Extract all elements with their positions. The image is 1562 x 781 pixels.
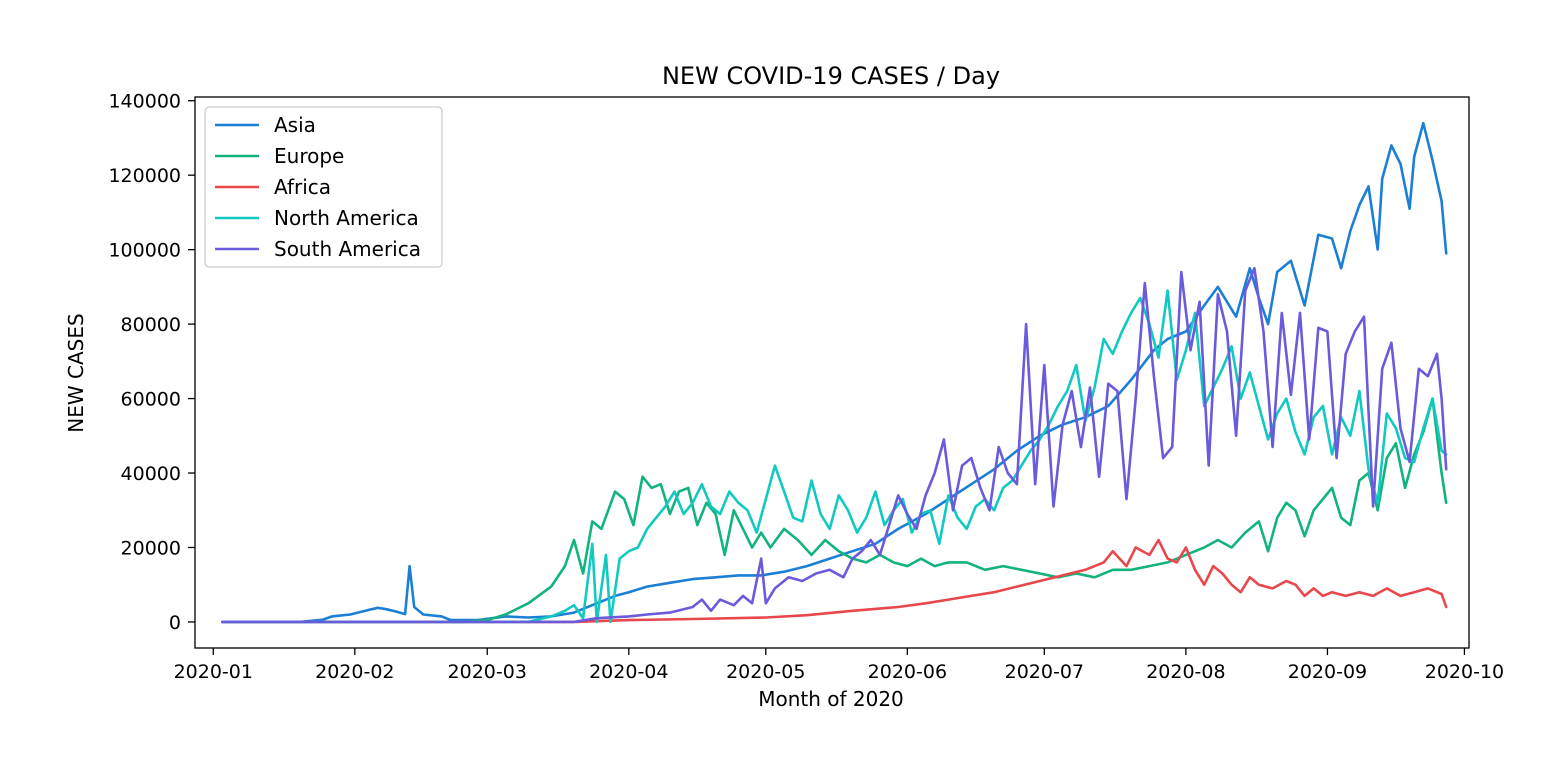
- y-axis-title: NEW CASES: [64, 313, 88, 432]
- y-tick-label: 140000: [108, 91, 181, 113]
- series-line-africa: [221, 538, 1448, 624]
- tick-layer: 2020-01 2020-02 2020-03 2020-04 2020-05 2020-…: [108, 91, 1504, 683]
- series-layer: [221, 121, 1448, 624]
- legend-box: [204, 106, 443, 268]
- legend-label: Asia: [274, 113, 316, 137]
- x-tick-label: 2020-03: [448, 661, 527, 683]
- series-line-south-america: [221, 267, 1448, 624]
- legend-label: South America: [274, 237, 421, 261]
- legend: Asia Europe Africa North America South Ameri…: [204, 106, 443, 268]
- y-tick-label: 60000: [121, 389, 181, 411]
- y-tick-label: 0: [169, 612, 181, 634]
- y-tick-label: 80000: [121, 314, 181, 336]
- x-tick-label: 2020-07: [1005, 661, 1084, 683]
- chart-title: NEW COVID-19 CASES / Day: [662, 62, 1000, 90]
- y-tick-label: 40000: [121, 463, 181, 485]
- x-axis-title: Month of 2020: [758, 687, 904, 711]
- plot-frame: [194, 96, 1470, 649]
- x-tick-label: 2020-02: [315, 661, 394, 683]
- x-tick-label: 2020-04: [589, 661, 668, 683]
- legend-label: Africa: [274, 175, 331, 199]
- x-tick-label: 2020-09: [1288, 661, 1367, 683]
- x-tick-label: 2020-08: [1146, 661, 1225, 683]
- x-tick-label: 2020-01: [174, 661, 253, 683]
- y-tick-label: 100000: [108, 240, 181, 262]
- y-tick-label: 20000: [121, 537, 181, 559]
- x-tick-label: 2020-06: [868, 661, 947, 683]
- legend-label: Europe: [274, 144, 344, 168]
- x-tick-label: 2020-05: [726, 661, 805, 683]
- series-line-europe: [221, 397, 1448, 624]
- x-tick-label: 2020-10: [1425, 661, 1504, 683]
- legend-label: North America: [274, 206, 419, 230]
- y-tick-label: 120000: [108, 165, 181, 187]
